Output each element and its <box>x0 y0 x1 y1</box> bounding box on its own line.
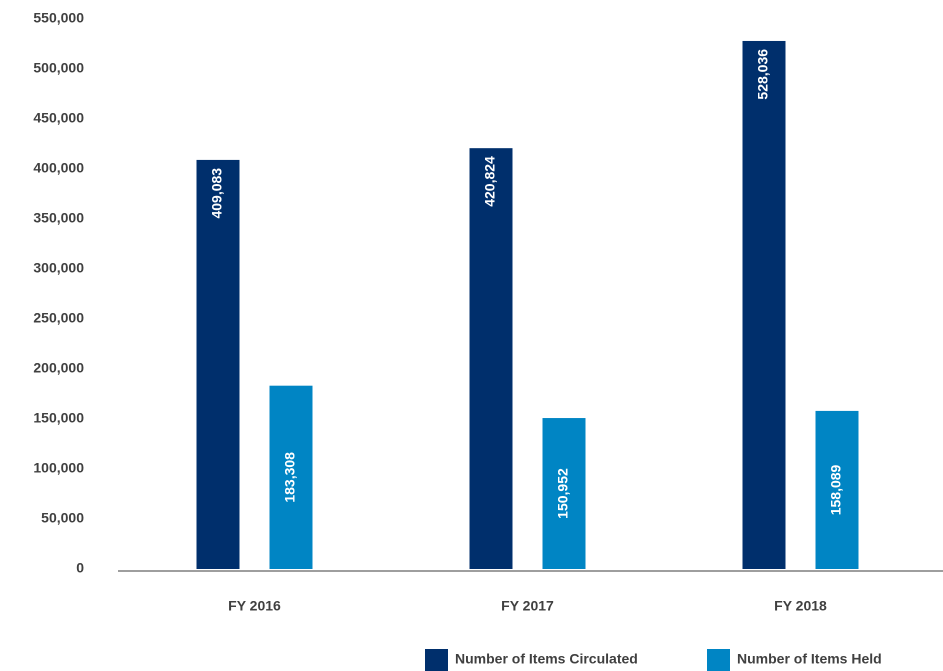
y-tick-label: 300,000 <box>33 260 84 276</box>
data-label: 409,083 <box>209 168 225 219</box>
y-tick-label: 150,000 <box>33 410 84 426</box>
bar <box>269 385 313 569</box>
y-tick-label: 200,000 <box>33 360 84 376</box>
bar <box>196 159 240 570</box>
bar <box>815 410 859 569</box>
y-tick-label: 100,000 <box>33 460 84 476</box>
x-tick-label: FY 2016 <box>228 598 281 614</box>
data-label: 158,089 <box>828 464 844 515</box>
bar <box>469 148 513 569</box>
legend-label: Number of Items Circulated <box>455 651 638 667</box>
y-tick-label: 500,000 <box>33 60 84 76</box>
y-tick-label: 0 <box>76 560 84 576</box>
x-tick-label: FY 2018 <box>774 598 827 614</box>
data-label: 150,952 <box>555 468 571 519</box>
y-tick-label: 550,000 <box>33 10 84 26</box>
y-tick-label: 450,000 <box>33 110 84 126</box>
y-tick-label: 350,000 <box>33 210 84 226</box>
data-label: 183,308 <box>282 452 298 503</box>
y-tick-label: 50,000 <box>41 510 84 526</box>
data-label: 528,036 <box>755 49 771 100</box>
bar <box>742 40 786 570</box>
bar <box>542 418 586 569</box>
y-tick-label: 400,000 <box>33 160 84 176</box>
legend-label: Number of Items Held <box>737 651 882 667</box>
y-tick-label: 250,000 <box>33 310 84 326</box>
legend-swatch <box>425 649 448 671</box>
legend-swatch <box>707 649 730 671</box>
x-tick-label: FY 2017 <box>501 598 554 614</box>
data-label: 420,824 <box>482 156 498 207</box>
